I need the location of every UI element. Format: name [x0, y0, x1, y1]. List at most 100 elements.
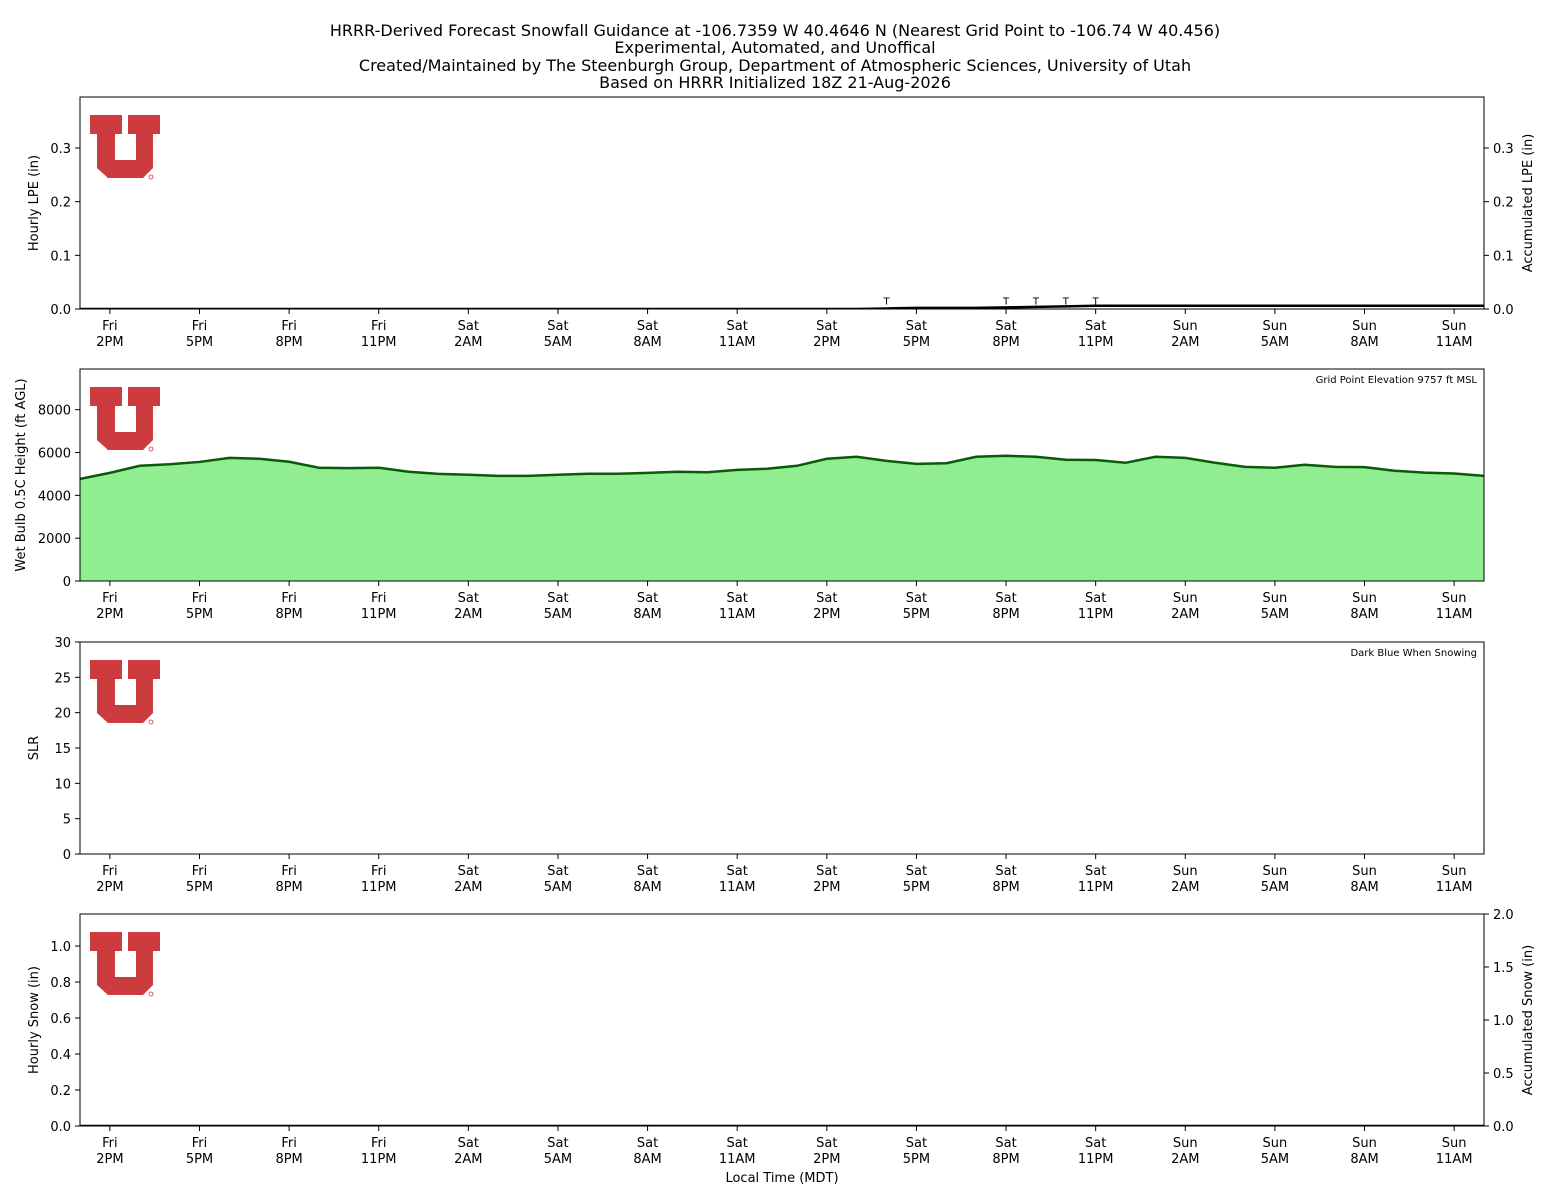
x-tick-label: Sat 2AM: [454, 319, 482, 350]
y-tick-label: 0.6: [50, 1012, 71, 1027]
y-tick-label: 10: [54, 777, 71, 792]
y2-tick-label: 0.2: [1493, 196, 1514, 211]
x-tick-label: Sat 8PM: [992, 319, 1019, 350]
y-tick-label: 1.0: [50, 940, 71, 955]
y-tick-label: 0: [63, 848, 71, 863]
y-axis-label: Wet Bulb 0.5C Height (ft AGL): [14, 378, 29, 571]
y-tick-label: 0.2: [50, 1084, 71, 1099]
y2-tick-label: 0.0: [1493, 303, 1514, 318]
x-tick-label: Sun 11AM: [1436, 319, 1473, 350]
panel: 0 2000 4000 6000 8000 Fri 2PM Fri 5PM Fri 8PM Fri 11…: [14, 368, 1485, 622]
value-label: T: [1062, 296, 1070, 307]
x-tick-label: Sat 5AM: [544, 319, 572, 350]
x-tick-label: Sat 11PM: [1078, 591, 1114, 622]
line: [80, 454, 1484, 481]
x-tick-label: Sat 5AM: [544, 1136, 572, 1167]
y-tick-label: 0.0: [50, 303, 71, 318]
y-tick-label: 0: [63, 575, 71, 590]
x-tick-label: Sun 2AM: [1171, 319, 1199, 350]
x-tick-label: Sun 2AM: [1171, 1136, 1199, 1167]
x-tick-label: Sat 8PM: [992, 1136, 1019, 1167]
y-tick-label: 30: [54, 636, 71, 651]
x-tick-label: Sat 8AM: [633, 591, 661, 622]
y2-tick-label: 0.0: [1493, 1120, 1514, 1135]
y2-tick-label: 2.0: [1493, 908, 1514, 923]
x-tick-label: Fri 2PM: [96, 319, 123, 350]
logo-mark: [148, 719, 154, 725]
x-tick-label: Sat 11AM: [719, 864, 756, 895]
y-tick-label: 0.0: [50, 1120, 71, 1135]
y-tick-label: 0.3: [50, 142, 71, 157]
y2-tick-label: 0.3: [1493, 142, 1514, 157]
x-tick-label: Sat 8PM: [992, 864, 1019, 895]
x-tick-label: Sat 5PM: [903, 864, 930, 895]
x-tick-label: Sat 2PM: [813, 319, 840, 350]
area: [80, 455, 1484, 581]
frame: [79, 368, 1485, 582]
x-tick-label: Sat 2AM: [454, 864, 482, 895]
value-label: T: [1032, 296, 1040, 307]
line: [80, 304, 1484, 309]
x-tick-label: Sat 11AM: [719, 1136, 756, 1167]
x-tick-label: Sat 2PM: [813, 1136, 840, 1167]
plot-area: [80, 454, 1484, 581]
y-tick-label: 8000: [38, 404, 71, 419]
logo: [90, 387, 160, 450]
x-tick-label: Sun 5AM: [1261, 319, 1289, 350]
x-tick-label: Sat 8AM: [633, 319, 661, 350]
x-tick-label: Sun 2AM: [1171, 591, 1199, 622]
x-tick-label: Sat 2AM: [454, 1136, 482, 1167]
y-tick-label: 4000: [38, 489, 71, 504]
x-tick-label: Sat 11PM: [1078, 1136, 1114, 1167]
y-tick-label: 0.4: [50, 1048, 71, 1063]
y-tick-label: 2000: [38, 532, 71, 547]
x-tick-label: Fri 11PM: [361, 591, 397, 622]
x-tick-label: Fri 8PM: [275, 591, 302, 622]
value-label: T: [1092, 296, 1100, 307]
x-tick-label: Sun 5AM: [1261, 1136, 1289, 1167]
panel: 0 5 10 15 20 25 30 Fri 2PM Fri 5PM Fri 8PM Fri 11PM Sat…: [27, 636, 1485, 895]
x-tick-label: Fri 11PM: [361, 1136, 397, 1167]
y2-tick-label: 0.1: [1493, 249, 1514, 264]
title-line: Experimental, Automated, and Unoffical: [614, 38, 935, 57]
x-tick-label: Sun 8AM: [1350, 864, 1378, 895]
logo: [90, 660, 160, 723]
frame: [79, 96, 1485, 310]
x-tick-label: Sat 11AM: [719, 319, 756, 350]
x-tick-label: Sun 8AM: [1350, 319, 1378, 350]
x-tick-label: Sat 5AM: [544, 591, 572, 622]
logo: [90, 932, 160, 995]
x-tick-label: Sat 11AM: [719, 591, 756, 622]
x-tick-label: Fri 2PM: [96, 591, 123, 622]
x-tick-label: Fri 2PM: [96, 1136, 123, 1167]
x-tick-label: Sat 5PM: [903, 1136, 930, 1167]
y2-tick-label: 0.5: [1493, 1067, 1514, 1082]
y2-tick-label: 1.0: [1493, 1014, 1514, 1029]
x-tick-label: Sun 5AM: [1261, 591, 1289, 622]
x-tick-label: Fri 8PM: [275, 319, 302, 350]
value-label: T: [1002, 296, 1010, 307]
x-tick-label: Sun 11AM: [1436, 1136, 1473, 1167]
x-tick-label: Sat 8AM: [633, 864, 661, 895]
y-tick-label: 0.8: [50, 976, 71, 991]
panel: T T T T T 0.0 0.1 0.2 0.3 0.0 0.1 0.2 0.3 Fri 2PM Fri 5P…: [27, 96, 1536, 350]
y2-axis-label: Accumulated Snow (in): [1521, 945, 1536, 1095]
x-tick-label: Fri 8PM: [275, 1136, 302, 1167]
x-tick-label: Fri 5PM: [186, 1136, 213, 1167]
x-tick-label: Sun 11AM: [1436, 864, 1473, 895]
y-axis-label: Hourly Snow (in): [27, 966, 42, 1074]
x-tick-label: Sun 8AM: [1350, 591, 1378, 622]
x-tick-label: Sat 8PM: [992, 591, 1019, 622]
x-tick-label: Sat 8AM: [633, 1136, 661, 1167]
x-tick-label: Sat 2PM: [813, 591, 840, 622]
annotation: Dark Blue When Snowing: [1350, 648, 1477, 659]
title-line: Based on HRRR Initialized 18Z 21-Aug-202…: [599, 73, 951, 92]
x-axis-label: Local Time (MDT): [725, 1171, 838, 1186]
x-tick-label: Fri 5PM: [186, 319, 213, 350]
title-line: HRRR-Derived Forecast Snowfall Guidance …: [330, 21, 1220, 40]
logo-mark: [148, 991, 154, 997]
x-tick-label: Fri 11PM: [361, 319, 397, 350]
x-tick-label: Sat 11PM: [1078, 864, 1114, 895]
